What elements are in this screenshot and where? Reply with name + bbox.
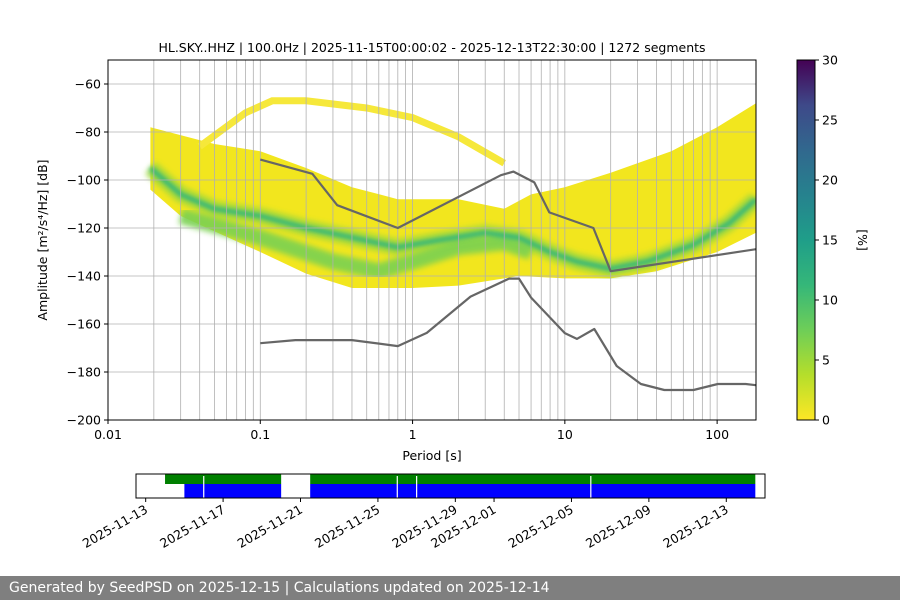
timeline-tick-label: 2025-11-13 (80, 502, 150, 551)
colorbar-tick-label: 5 (822, 353, 830, 368)
noise-model-lines (260, 158, 756, 392)
high-noise-model-line (260, 158, 756, 273)
colorbar-tick-label: 0 (822, 413, 830, 428)
colorbar-tick-label: 25 (822, 113, 838, 128)
timeline-green-bar (310, 474, 756, 484)
chart-title: HL.SKY..HHZ | 100.0Hz | 2025-11-15T00:00… (158, 40, 705, 55)
x-tick-label: 0.1 (250, 427, 270, 442)
colorbar-tick-label: 30 (822, 53, 838, 68)
timeline-blue-bar (310, 484, 756, 498)
y-tick-label: −140 (67, 269, 101, 284)
x-axis-label: Period [s] (402, 448, 461, 463)
y-tick-label: −100 (67, 173, 101, 188)
timeline-tick-label: 2025-12-09 (583, 502, 653, 551)
y-tick-label: −80 (75, 125, 101, 140)
x-axis-ticks: 0.01 0.1 1 10 100 (94, 420, 729, 442)
footer-bar: Generated by SeedPSD on 2025-12-15 | Cal… (0, 576, 900, 600)
plot-area: 0.01 0.1 1 10 100 −200 −180 −160 −140 −120 −100 −8… (35, 59, 757, 463)
timeline-green-bar (165, 474, 282, 484)
density-upper-arc (197, 97, 506, 167)
colorbar-tick-label: 10 (822, 293, 838, 308)
x-tick-label: 1 (409, 427, 417, 442)
timeline-tick-label: 2025-11-17 (157, 502, 227, 551)
y-tick-label: −120 (67, 221, 101, 236)
colorbar-label: [%] (855, 229, 870, 251)
colorbar-gradient (796, 59, 816, 421)
colorbar: 0 5 10 15 20 25 30 [%] (796, 53, 870, 428)
x-tick-label: 100 (705, 427, 729, 442)
colorbar-tick-label: 15 (822, 233, 838, 248)
data-availability-timeline: 2025-11-13 2025-11-17 2025-11-21 2025-11-25… (80, 473, 766, 551)
y-axis-label: Amplitude [m²/s⁴/Hz] [dB] (35, 159, 50, 320)
grid-lines (108, 60, 756, 420)
y-tick-label: −200 (67, 413, 101, 428)
density-ridge-secondary-mode (178, 208, 534, 280)
y-tick-label: −60 (75, 77, 101, 92)
low-noise-model-line (260, 277, 756, 392)
y-tick-label: −160 (67, 317, 101, 332)
plot-frame (107, 59, 757, 421)
x-tick-label: 0.01 (94, 427, 122, 442)
timeline-tick-label: 2025-11-21 (235, 502, 305, 551)
timeline-tick-label: 2025-11-25 (312, 502, 382, 551)
timeline-ticks: 2025-11-13 2025-11-17 2025-11-21 2025-11-25… (80, 498, 731, 551)
timeline-blue-bar (184, 484, 282, 498)
timeline-bars (165, 474, 756, 498)
timeline-tick-label: 2025-12-05 (506, 502, 576, 551)
colorbar-tick-label: 20 (822, 173, 838, 188)
y-axis-ticks: −200 −180 −160 −140 −120 −100 −80 −60 (67, 77, 108, 428)
x-tick-label: 10 (557, 427, 573, 442)
colorbar-ticks: 0 5 10 15 20 25 30 (815, 53, 838, 428)
timeline-tick-label: 2025-12-13 (660, 502, 730, 551)
density-envelope (150, 103, 756, 288)
y-tick-label: −180 (67, 365, 101, 380)
timeline-frame (135, 473, 766, 499)
